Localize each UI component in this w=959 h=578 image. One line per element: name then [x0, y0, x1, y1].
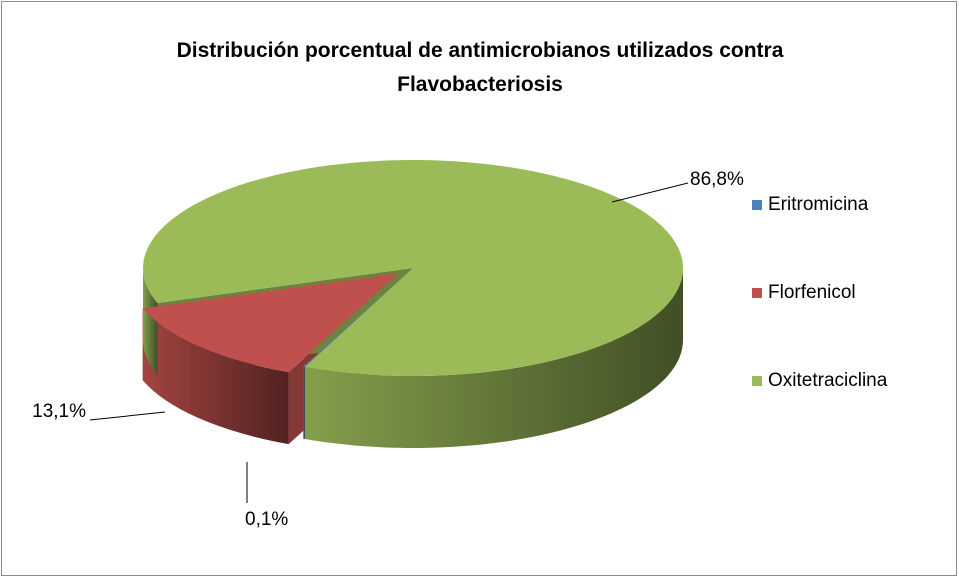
pie-slice [303, 268, 413, 367]
legend-swatch [752, 200, 762, 210]
data-label: 0,1% [245, 509, 288, 530]
pie-slice [142, 273, 399, 373]
legend-label: Eritromicina [768, 194, 869, 215]
legend-label: Florfenicol [768, 282, 856, 303]
data-label: 86,8% [690, 169, 744, 190]
legend-swatch [752, 288, 762, 298]
slice-side [143, 268, 158, 375]
chart-title: Distribución porcentual de antimicrobian… [176, 39, 784, 96]
slice-side [303, 366, 305, 439]
leader-line [89, 411, 166, 421]
legend-label: Oxitetraciclina [768, 370, 888, 391]
slice-side [142, 308, 289, 445]
leader-line [611, 182, 689, 203]
pie-slice [143, 160, 684, 377]
data-label: 13,1% [32, 401, 86, 422]
slice-side [304, 268, 683, 449]
legend-swatch [752, 376, 762, 386]
